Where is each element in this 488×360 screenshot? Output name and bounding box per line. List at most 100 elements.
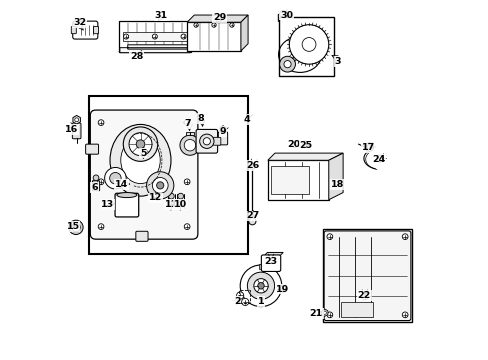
Circle shape: [402, 234, 407, 239]
Circle shape: [123, 127, 158, 161]
Text: 14: 14: [115, 180, 128, 189]
FancyBboxPatch shape: [72, 123, 81, 139]
Polygon shape: [241, 15, 247, 51]
Circle shape: [211, 23, 216, 27]
FancyBboxPatch shape: [85, 144, 99, 154]
Bar: [278, 17, 333, 76]
Polygon shape: [187, 15, 247, 22]
FancyBboxPatch shape: [212, 137, 221, 145]
Text: 12: 12: [149, 193, 162, 202]
Text: 30: 30: [280, 10, 293, 19]
Text: 27: 27: [246, 211, 259, 220]
Text: 4: 4: [244, 115, 250, 124]
Circle shape: [178, 202, 183, 207]
Circle shape: [168, 202, 174, 207]
Text: 1: 1: [257, 297, 264, 306]
Circle shape: [296, 32, 321, 57]
Circle shape: [168, 193, 174, 199]
Bar: [322, 229, 411, 322]
Circle shape: [305, 41, 312, 48]
Circle shape: [302, 37, 315, 51]
Polygon shape: [187, 22, 241, 51]
Circle shape: [123, 34, 128, 39]
Bar: [88, 96, 247, 253]
Circle shape: [281, 15, 286, 21]
Circle shape: [136, 140, 144, 148]
Ellipse shape: [121, 137, 160, 184]
Polygon shape: [128, 23, 199, 43]
Text: 2: 2: [234, 297, 240, 306]
Circle shape: [152, 177, 168, 193]
Circle shape: [241, 298, 248, 306]
Circle shape: [152, 34, 157, 39]
Text: 22: 22: [357, 291, 370, 300]
Circle shape: [72, 223, 80, 231]
Polygon shape: [133, 180, 141, 189]
Text: 19: 19: [275, 284, 288, 293]
Circle shape: [199, 134, 214, 148]
Circle shape: [280, 286, 286, 292]
Circle shape: [221, 128, 224, 131]
Circle shape: [364, 143, 373, 151]
Bar: [271, 166, 308, 194]
Text: 10: 10: [174, 200, 187, 209]
Bar: [340, 302, 372, 317]
Circle shape: [181, 34, 185, 39]
Circle shape: [146, 172, 174, 199]
Circle shape: [69, 220, 83, 234]
Text: 7: 7: [184, 119, 191, 128]
Circle shape: [156, 182, 163, 189]
Text: 25: 25: [299, 141, 312, 150]
Bar: [238, 291, 249, 303]
Text: 24: 24: [371, 155, 385, 164]
Circle shape: [279, 10, 286, 18]
Circle shape: [247, 272, 274, 300]
FancyBboxPatch shape: [92, 181, 100, 191]
Circle shape: [135, 182, 139, 186]
Circle shape: [203, 138, 210, 145]
Polygon shape: [119, 21, 190, 52]
Circle shape: [98, 224, 104, 229]
Text: 28: 28: [130, 52, 143, 61]
Circle shape: [366, 145, 371, 149]
FancyBboxPatch shape: [90, 110, 198, 239]
FancyBboxPatch shape: [324, 231, 410, 320]
Circle shape: [279, 56, 295, 72]
Circle shape: [214, 139, 219, 144]
Circle shape: [257, 283, 264, 289]
Text: 13: 13: [101, 200, 114, 209]
Polygon shape: [263, 252, 283, 257]
Text: 8: 8: [197, 114, 203, 123]
Bar: [186, 132, 193, 135]
Text: 21: 21: [309, 309, 322, 318]
FancyBboxPatch shape: [93, 27, 99, 34]
Polygon shape: [119, 43, 199, 52]
Text: 17: 17: [361, 143, 374, 152]
Circle shape: [402, 312, 407, 318]
FancyBboxPatch shape: [115, 193, 139, 217]
Circle shape: [178, 193, 183, 199]
Polygon shape: [267, 153, 343, 160]
Circle shape: [184, 139, 195, 151]
Bar: [259, 264, 262, 269]
Ellipse shape: [117, 193, 137, 198]
Circle shape: [240, 265, 281, 307]
Circle shape: [229, 23, 234, 27]
FancyBboxPatch shape: [136, 231, 148, 241]
Polygon shape: [321, 309, 327, 316]
Text: 15: 15: [66, 222, 80, 231]
Text: 31: 31: [154, 11, 167, 20]
Text: 29: 29: [212, 13, 225, 22]
Polygon shape: [120, 45, 197, 53]
FancyBboxPatch shape: [73, 21, 98, 39]
Text: 26: 26: [245, 161, 259, 170]
Circle shape: [361, 293, 367, 300]
Circle shape: [326, 312, 332, 318]
Text: 3: 3: [334, 57, 340, 66]
Circle shape: [184, 120, 190, 126]
Text: 6: 6: [91, 183, 98, 192]
Circle shape: [326, 234, 332, 239]
Circle shape: [109, 172, 121, 184]
Circle shape: [153, 192, 162, 200]
Polygon shape: [267, 160, 328, 200]
